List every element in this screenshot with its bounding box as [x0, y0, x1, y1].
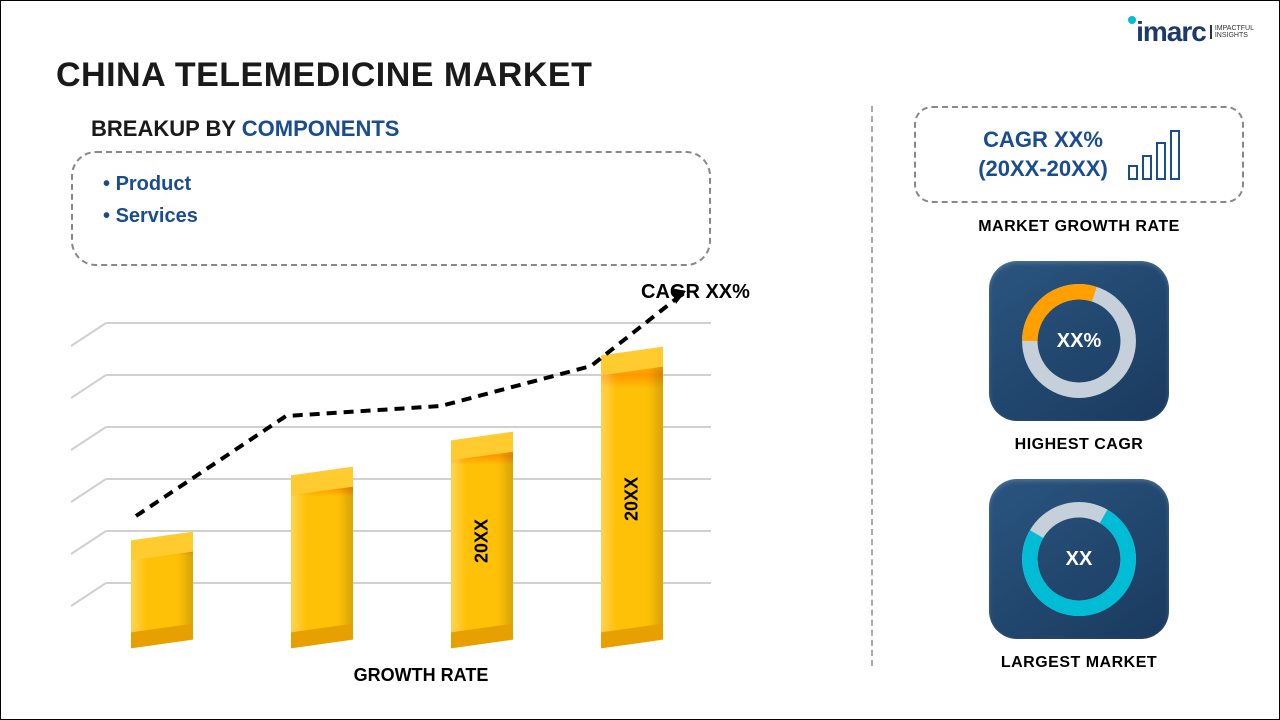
growth-rate-label: MARKET GROWTH RATE — [914, 218, 1244, 236]
chart-x-label: GROWTH RATE — [354, 665, 489, 686]
trend-line — [131, 286, 691, 536]
largest-market-value: XX — [1066, 548, 1093, 571]
brand-logo: imarc IMPACTFUL INSIGHTS — [1126, 16, 1254, 48]
highest-cagr-value: XX% — [1057, 330, 1101, 353]
breakup-item: Product — [103, 168, 679, 200]
largest-market-label: LARGEST MARKET — [914, 654, 1244, 672]
growth-chart: 20XX20XX CAGR XX% GROWTH RATE — [71, 301, 771, 681]
cagr-annotation: CAGR XX% — [641, 281, 750, 304]
logo-text: imarc — [1136, 16, 1206, 48]
mini-bars-icon — [1128, 130, 1180, 180]
breakup-item: Services — [103, 200, 679, 232]
right-panel: CAGR XX% (20XX-20XX) MARKET GROWTH RATE … — [914, 106, 1244, 672]
chart-bar — [131, 546, 193, 636]
breakup-list-box: Product Services — [71, 151, 711, 266]
highest-cagr-label: HIGHEST CAGR — [914, 436, 1244, 454]
logo-dot-icon — [1128, 16, 1136, 24]
cagr-text: CAGR XX% (20XX-20XX) — [978, 126, 1108, 183]
largest-market-card: XX — [989, 479, 1169, 639]
page-title: CHINA TELEMEDICINE MARKET — [56, 56, 592, 95]
cagr-summary-box: CAGR XX% (20XX-20XX) — [914, 106, 1244, 203]
highest-cagr-card: XX% — [989, 261, 1169, 421]
breakup-heading: BREAKUP BY COMPONENTS — [91, 116, 399, 142]
vertical-divider — [871, 106, 873, 666]
logo-tagline: IMPACTFUL INSIGHTS — [1210, 25, 1254, 39]
